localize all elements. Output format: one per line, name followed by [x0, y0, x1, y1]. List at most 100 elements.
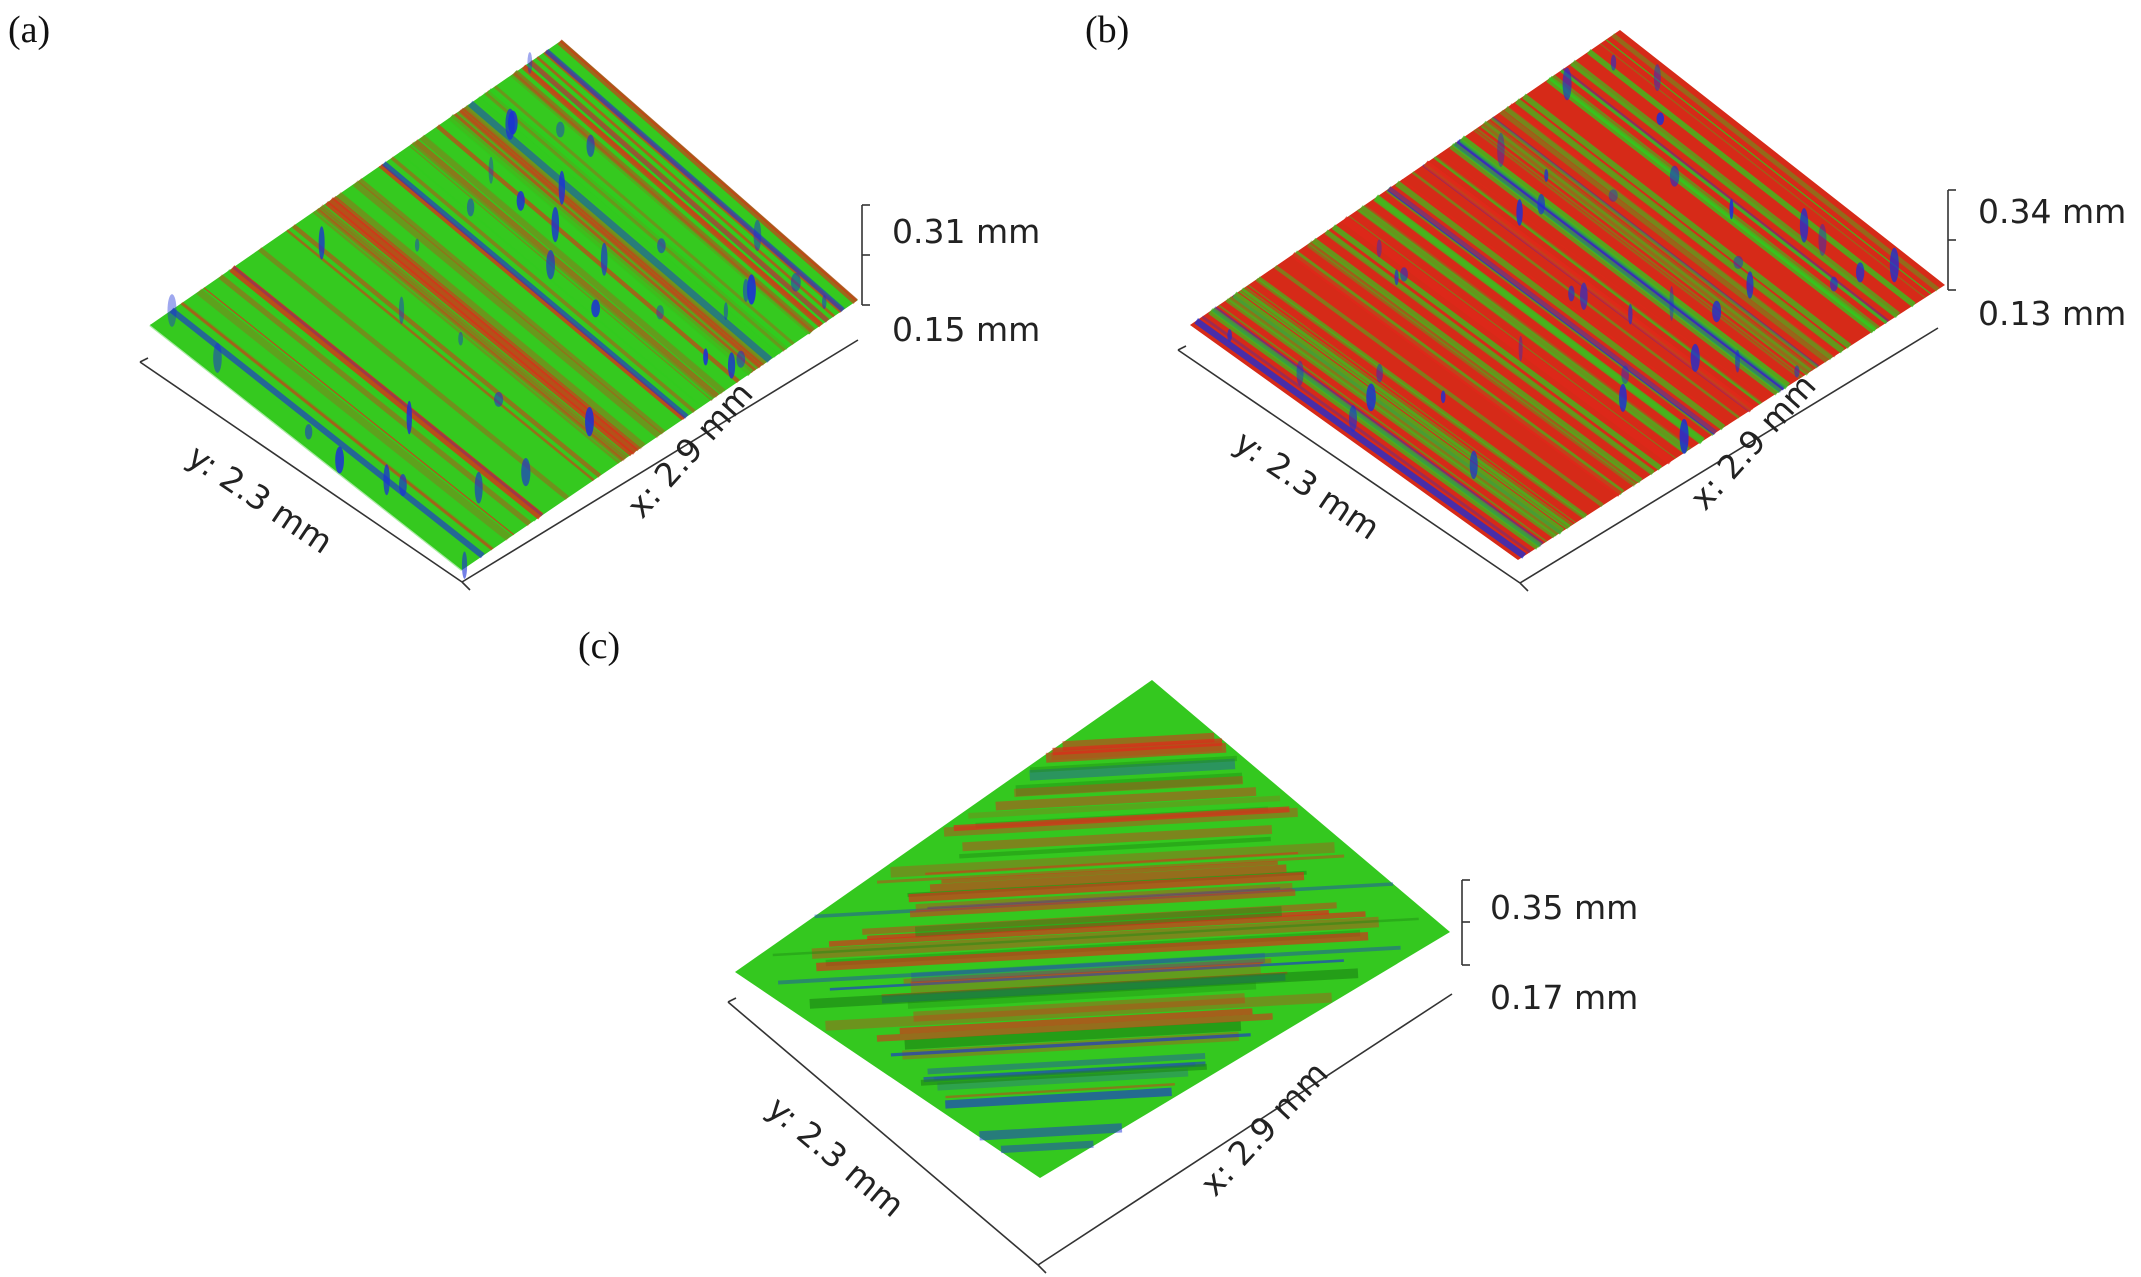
- texture-streak: [1569, 62, 1898, 318]
- texture-peak: [551, 206, 560, 243]
- texture-streak: [1475, 127, 1804, 378]
- texture-streak: [511, 70, 815, 335]
- texture-streak: [1453, 139, 1785, 393]
- texture-streak: [320, 206, 627, 459]
- texture-band: [890, 1033, 1251, 1057]
- z-bottom-label-a: 0.15 mm: [892, 310, 1041, 349]
- texture-band: [909, 889, 1296, 918]
- texture-streak: [1241, 288, 1571, 528]
- texture-streak: [544, 48, 845, 313]
- texture-streak: [1499, 109, 1829, 363]
- texture-streak: [467, 104, 769, 363]
- texture-peak: [558, 170, 566, 205]
- texture-band: [925, 851, 1299, 875]
- texture-streak: [463, 104, 767, 366]
- texture-streak: [291, 224, 602, 478]
- texture-peak: [600, 242, 608, 276]
- texture-band: [772, 917, 1419, 957]
- texture-streak: [512, 72, 813, 334]
- texture-streak: [1232, 291, 1565, 535]
- texture-peak: [822, 295, 827, 310]
- texture-band: [968, 795, 1281, 819]
- texture-band: [920, 1063, 1207, 1086]
- texture-band: [829, 959, 1344, 991]
- texture-peak: [1366, 383, 1376, 412]
- texture-peak: [461, 551, 468, 579]
- texture-band: [1014, 776, 1244, 798]
- texture-streak: [1522, 93, 1852, 349]
- texture-peak: [736, 350, 746, 368]
- texture-peak: [1376, 239, 1382, 258]
- z-top-label-a: 0.31 mm: [892, 212, 1041, 251]
- texture-peak: [516, 190, 525, 211]
- texture-streak: [357, 178, 666, 435]
- texture-band: [923, 1061, 1206, 1083]
- texture-streak: [1201, 315, 1531, 554]
- texture-peak: [1735, 349, 1740, 373]
- texture-streak: [1388, 186, 1718, 435]
- texture-streak: [1611, 33, 1940, 292]
- texture-streak: [1257, 276, 1588, 518]
- texture-streak: [1348, 215, 1677, 459]
- texture-band: [904, 1021, 1242, 1050]
- texture-peak: [586, 134, 595, 158]
- texture-peak: [383, 464, 390, 496]
- texture-streak: [419, 134, 726, 395]
- texture-streak: [312, 210, 620, 464]
- texture-peak: [1690, 343, 1700, 372]
- texture-peak: [1619, 383, 1627, 412]
- texture-streak: [409, 143, 714, 401]
- texture-streak: [1228, 296, 1559, 537]
- texture-band: [899, 1008, 1253, 1035]
- texture-peak: [1679, 418, 1689, 454]
- texture-streak: [1459, 135, 1791, 390]
- texture-peak: [1348, 405, 1357, 432]
- texture-streak: [528, 60, 830, 323]
- texture-peak: [1518, 335, 1523, 362]
- texture-streak: [390, 156, 696, 413]
- z-top-label-b: 0.34 mm: [1978, 192, 2127, 231]
- texture-streak: [462, 107, 765, 366]
- texture-band: [915, 883, 1293, 912]
- texture-streak: [327, 197, 638, 455]
- texture-band: [908, 871, 1305, 903]
- texture-band: [1029, 758, 1236, 781]
- texture-band: [945, 1087, 1172, 1109]
- texture-band: [867, 909, 1329, 941]
- texture-peak: [1394, 269, 1399, 286]
- texture-peak: [494, 392, 504, 407]
- texture-band: [927, 887, 1281, 909]
- texture-streak: [378, 165, 683, 421]
- texture-streak: [1357, 208, 1686, 454]
- texture-streak: [1241, 287, 1572, 529]
- texture-band: [911, 952, 1266, 983]
- axes-a: [139, 204, 870, 591]
- texture-peak: [213, 342, 222, 373]
- texture-peak: [466, 198, 475, 217]
- texture-peak: [1794, 365, 1800, 378]
- texture-streak: [1508, 103, 1838, 358]
- texture-peak: [318, 226, 325, 260]
- panel-label-a: (a): [8, 9, 51, 51]
- texture-streak: [324, 200, 634, 457]
- texture-streak: [1449, 143, 1780, 396]
- texture-peak: [521, 458, 531, 487]
- texture-band: [1062, 732, 1215, 751]
- texture-peak: [1712, 300, 1722, 323]
- texture-streak: [1225, 298, 1556, 539]
- surface-mesh-a: [149, 39, 858, 579]
- texture-streak: [1239, 287, 1571, 530]
- texture-peak: [458, 331, 464, 346]
- texture-streak: [1373, 194, 1705, 445]
- texture-band: [943, 807, 1298, 837]
- texture-peak: [1537, 194, 1545, 215]
- texture-band: [910, 961, 1264, 984]
- texture-band: [962, 825, 1273, 852]
- texture-streak: [232, 266, 544, 517]
- texture-streak: [180, 302, 493, 551]
- texture-streak: [457, 109, 761, 370]
- texture-band: [953, 806, 1290, 832]
- surface-mesh-c: [735, 680, 1450, 1178]
